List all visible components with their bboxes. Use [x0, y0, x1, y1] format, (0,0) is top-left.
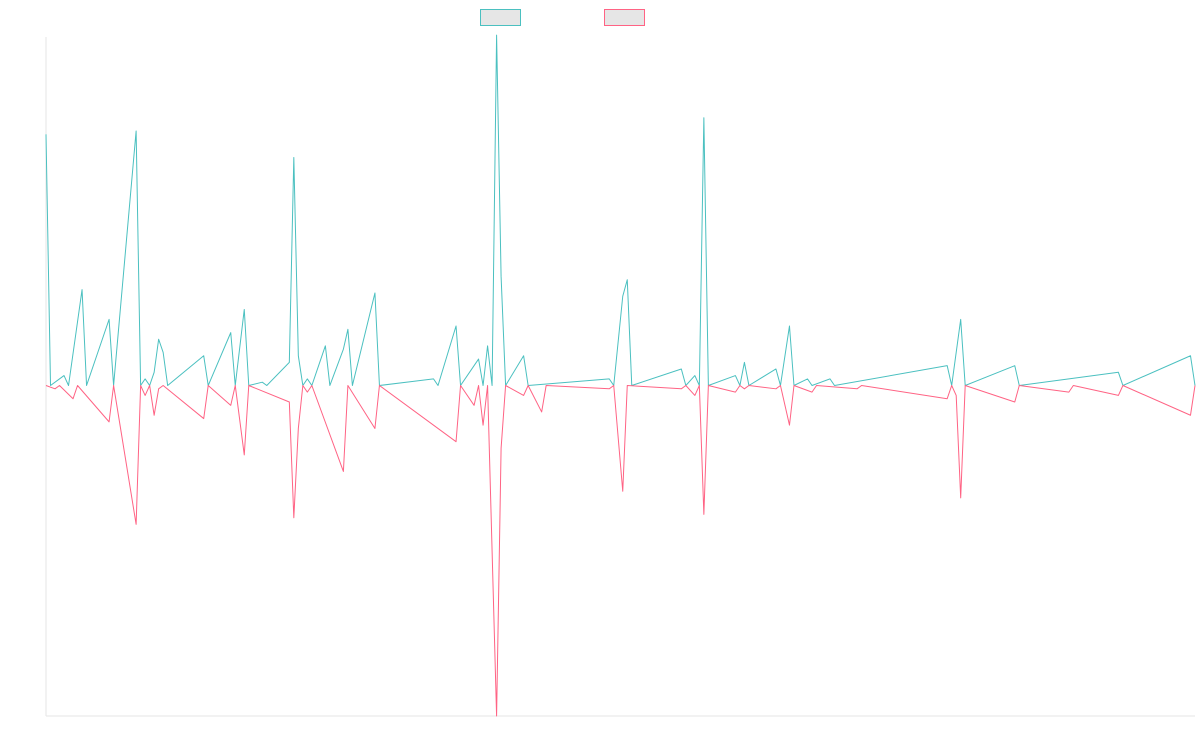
legend-swatch-series-2[interactable] — [604, 9, 645, 26]
chart-series-layer — [45, 34, 1196, 717]
series-line-2 — [45, 385, 1196, 717]
series-line-1 — [45, 34, 1196, 386]
chart-axes — [45, 37, 1195, 717]
legend-swatch-series-1[interactable] — [480, 9, 521, 26]
chart-legend — [480, 9, 645, 26]
